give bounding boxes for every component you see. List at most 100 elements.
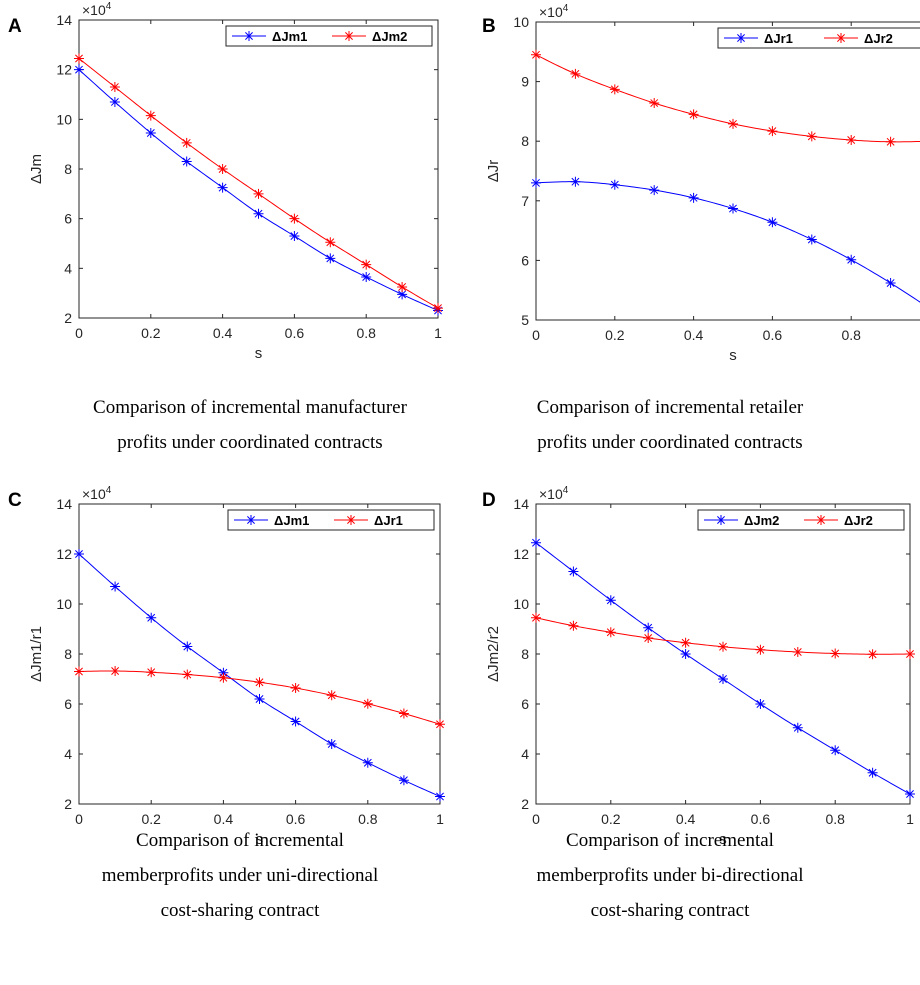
y-exponent-label: ×104 [539,485,569,502]
caption-line: Comparison of incremental retailer [536,397,804,418]
data-point [570,176,581,187]
x-axis-label: s [256,831,264,848]
series-2 [531,49,920,147]
data-point [181,137,192,148]
data-point [531,537,541,548]
y-tick-label: 12 [56,62,72,78]
data-point [217,182,228,193]
x-tick-label: 0.2 [605,327,625,343]
caption-line: cost-sharing contract [590,900,750,921]
caption-line: Comparison of incremental [566,830,774,851]
legend-marker [246,515,256,525]
x-tick-label: 1 [436,811,444,827]
legend: ΔJm1 ΔJm2 [225,25,433,47]
caption-line: profits under coordinated contracts [117,432,383,453]
y-axis-label: ΔJm2/r2 [485,626,502,682]
y-tick-label: 6 [521,252,529,268]
y-exponent-label: ×104 [539,3,569,20]
y-tick-label: 14 [513,496,529,512]
data-point [289,213,300,224]
x-tick-label: 0 [532,811,540,827]
data-point [326,690,337,701]
x-tick-label: 0.2 [141,325,161,341]
x-tick-label: 0.8 [356,325,376,341]
data-point [688,192,699,203]
legend-marker [346,515,356,525]
x-tick-label: 0.4 [213,325,233,341]
x-tick-label: 0.4 [214,811,234,827]
y-tick-label: 14 [56,496,72,512]
y-axis-label: ΔJr [485,160,502,183]
y-tick-label: 4 [521,746,529,762]
panel-label: A [8,16,22,37]
data-point [531,612,541,623]
data-point [362,757,373,768]
plot-area [535,21,920,321]
panel-label: B [482,16,496,37]
y-tick-label: 2 [521,796,529,812]
caption-line: Comparison of incremental manufacturer [93,397,407,418]
data-point [609,84,620,95]
caption-line: Comparison of incremental [136,830,344,851]
x-tick-label: 0.6 [285,325,305,341]
y-tick-label: 8 [521,646,529,662]
caption-a: Comparison of incremental manufacturer p… [0,390,500,460]
y-tick-label: 10 [513,14,529,30]
y-tick-label: 4 [64,260,72,276]
caption-d: Comparison of incremental memberprofits … [460,823,880,928]
legend-label: ΔJm2 [372,29,407,44]
y-exponent-label: ×104 [82,1,112,18]
data-point [181,156,192,167]
y-tick-label: 8 [64,161,72,177]
x-tick-label: 1 [434,325,442,341]
data-point [361,259,372,270]
caption-line: memberprofits under uni-directional [101,865,379,886]
data-point [568,566,579,577]
data-point [435,791,445,802]
legend-label: ΔJm1 [272,29,307,44]
legend-box [227,509,435,531]
data-point [609,179,620,190]
data-point [182,641,193,652]
data-point [289,231,300,242]
legend-marker [716,515,726,525]
data-point [110,581,121,592]
data-point [145,127,156,138]
legend-box [717,27,920,49]
y-tick-label: 6 [64,211,72,227]
data-point [398,708,409,719]
data-point [718,641,728,652]
data-point [146,612,157,623]
x-tick-label: 0.8 [825,811,845,827]
x-axis-label: s [729,347,737,364]
data-point [643,622,654,633]
legend-label: ΔJm2 [744,513,779,528]
y-tick-label: 6 [64,696,72,712]
panel-label: D [482,490,496,511]
data-point [649,98,660,109]
data-point [885,136,896,147]
plot-area [78,503,441,805]
panel-c: C 0 0.2 0.4 0.6 0.8 1 2 4 6 8 10 12 14 ×104 s ΔJm1/r1 ΔJ… [0,485,460,985]
y-tick-label: 8 [521,133,529,149]
x-tick-label: 0.2 [601,811,621,827]
data-point [74,53,84,64]
data-point [605,595,616,606]
data-point [109,82,120,93]
data-point [755,644,766,655]
x-tick-label: 0.4 [684,327,704,343]
legend-marker [736,33,746,43]
panel-label: C [8,490,22,511]
data-point [680,637,691,648]
data-point [806,131,817,142]
data-point [718,674,728,684]
data-point [254,694,265,704]
data-point [570,68,581,79]
data-point [290,716,301,727]
data-point [846,254,857,265]
legend-marker [344,31,354,41]
data-point [728,203,738,214]
data-point [846,135,857,146]
data-point [74,64,84,75]
